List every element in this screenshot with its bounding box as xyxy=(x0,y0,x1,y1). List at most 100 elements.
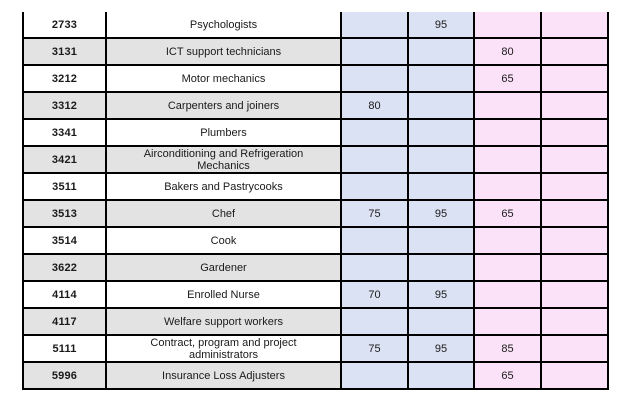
value-cell xyxy=(340,307,409,336)
code-cell: 4114 xyxy=(22,280,107,309)
table-row: 3513 Chef 75 95 65 xyxy=(22,199,609,228)
value-cell xyxy=(540,172,609,201)
occupation-cell: ICT support technicians xyxy=(105,37,342,66)
table-row: 2733 Psychologists 95 xyxy=(22,12,609,39)
value-cell xyxy=(540,37,609,66)
code-cell: 3131 xyxy=(22,37,107,66)
occupation-cell: Plumbers xyxy=(105,118,342,147)
value-cell xyxy=(473,253,542,282)
value-cell xyxy=(407,118,475,147)
code-cell: 3212 xyxy=(22,64,107,93)
value-cell xyxy=(407,145,475,174)
value-cell: 85 xyxy=(473,334,542,363)
value-cell xyxy=(540,226,609,255)
value-cell xyxy=(540,307,609,336)
value-cell xyxy=(540,280,609,309)
value-cell xyxy=(407,253,475,282)
value-cell xyxy=(473,118,542,147)
table-row: 5996 Insurance Loss Adjusters 65 xyxy=(22,361,609,390)
occupation-cell: Psychologists xyxy=(105,12,342,39)
occupation-cell: Gardener xyxy=(105,253,342,282)
code-cell: 3341 xyxy=(22,118,107,147)
code-cell: 3511 xyxy=(22,172,107,201)
value-cell xyxy=(540,12,609,39)
occupation-cell: Cook xyxy=(105,226,342,255)
value-cell xyxy=(540,64,609,93)
table-row: 3421 Airconditioning and Refrigeration Me… xyxy=(22,145,609,174)
value-cell xyxy=(540,253,609,282)
value-cell: 95 xyxy=(407,334,475,363)
value-cell xyxy=(340,37,409,66)
table-body: 2733 Psychologists 95 3131 ICT support techn… xyxy=(22,12,609,390)
code-cell: 3622 xyxy=(22,253,107,282)
value-cell xyxy=(340,145,409,174)
value-cell xyxy=(540,361,609,390)
occupation-cell: Welfare support workers xyxy=(105,307,342,336)
table-row: 5111 Contract, program and project admini… xyxy=(22,334,609,363)
value-cell: 95 xyxy=(407,199,475,228)
value-cell: 75 xyxy=(340,334,409,363)
value-cell xyxy=(407,361,475,390)
code-cell: 3421 xyxy=(22,145,107,174)
table-row: 3622 Gardener xyxy=(22,253,609,282)
value-cell xyxy=(540,91,609,120)
code-cell: 3513 xyxy=(22,199,107,228)
occupation-cell: Motor mechanics xyxy=(105,64,342,93)
code-cell: 4117 xyxy=(22,307,107,336)
occupation-cell: Chef xyxy=(105,199,342,228)
value-cell xyxy=(340,64,409,93)
value-cell xyxy=(540,334,609,363)
occupation-cell: Bakers and Pastrycooks xyxy=(105,172,342,201)
occupation-cell: Insurance Loss Adjusters xyxy=(105,361,342,390)
table-row: 3312 Carpenters and joiners 80 xyxy=(22,91,609,120)
table-row: 4114 Enrolled Nurse 70 95 xyxy=(22,280,609,309)
code-cell: 5996 xyxy=(22,361,107,390)
value-cell: 65 xyxy=(473,361,542,390)
value-cell xyxy=(473,226,542,255)
value-cell xyxy=(473,91,542,120)
value-cell: 95 xyxy=(407,280,475,309)
value-cell xyxy=(340,172,409,201)
value-cell: 80 xyxy=(340,91,409,120)
value-cell: 65 xyxy=(473,199,542,228)
table-row: 3514 Cook xyxy=(22,226,609,255)
value-cell xyxy=(473,172,542,201)
table-row: 3511 Bakers and Pastrycooks xyxy=(22,172,609,201)
code-cell: 5111 xyxy=(22,334,107,363)
value-cell xyxy=(540,145,609,174)
value-cell xyxy=(540,199,609,228)
value-cell xyxy=(407,307,475,336)
occupation-points-table: 2733 Psychologists 95 3131 ICT support techn… xyxy=(22,12,609,390)
value-cell xyxy=(407,64,475,93)
table-row: 3212 Motor mechanics 65 xyxy=(22,64,609,93)
occupation-cell: Carpenters and joiners xyxy=(105,91,342,120)
value-cell xyxy=(407,37,475,66)
value-cell xyxy=(473,280,542,309)
code-cell: 2733 xyxy=(22,12,107,39)
value-cell: 75 xyxy=(340,199,409,228)
value-cell xyxy=(407,226,475,255)
value-cell xyxy=(340,253,409,282)
value-cell xyxy=(473,307,542,336)
table-container: 2733 Psychologists 95 3131 ICT support techn… xyxy=(22,12,609,390)
occupation-cell: Enrolled Nurse xyxy=(105,280,342,309)
value-cell xyxy=(340,226,409,255)
value-cell xyxy=(473,12,542,39)
value-cell: 70 xyxy=(340,280,409,309)
value-cell xyxy=(340,361,409,390)
table-row: 4117 Welfare support workers xyxy=(22,307,609,336)
occupation-cell: Contract, program and project administra… xyxy=(105,334,342,363)
value-cell xyxy=(540,118,609,147)
table-row: 3131 ICT support technicians 80 xyxy=(22,37,609,66)
value-cell: 95 xyxy=(407,12,475,39)
value-cell xyxy=(340,118,409,147)
value-cell xyxy=(407,91,475,120)
code-cell: 3312 xyxy=(22,91,107,120)
table-row: 3341 Plumbers xyxy=(22,118,609,147)
value-cell xyxy=(340,12,409,39)
occupation-cell: Airconditioning and Refrigeration Mechan… xyxy=(105,145,342,174)
value-cell: 65 xyxy=(473,64,542,93)
value-cell: 80 xyxy=(473,37,542,66)
value-cell xyxy=(407,172,475,201)
value-cell xyxy=(473,145,542,174)
